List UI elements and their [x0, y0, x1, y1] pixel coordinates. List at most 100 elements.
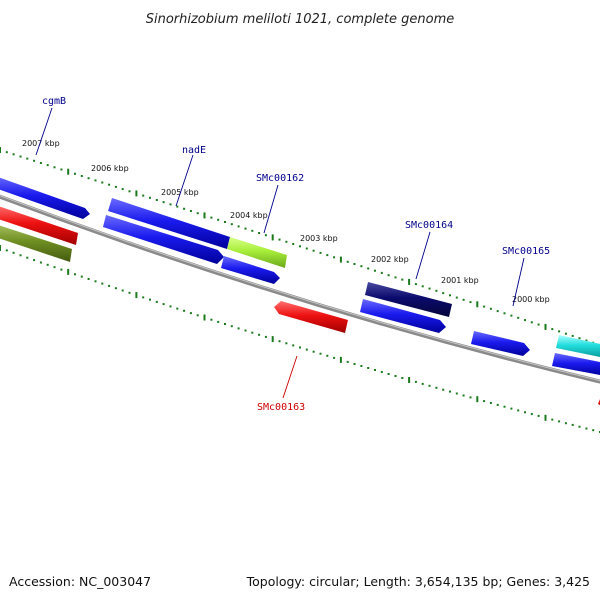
tick-mark	[319, 352, 322, 355]
tick-mark	[94, 179, 97, 182]
tick-mark	[326, 354, 329, 357]
tick-mark	[169, 305, 172, 308]
gene-feature-blue-6[interactable]	[552, 353, 600, 376]
gene-labels: cgmB nadE SMc00162 SMc00164 SMc00165 SMc…	[42, 96, 550, 413]
tick-mark	[196, 314, 199, 317]
tick-mark	[264, 335, 267, 338]
tick-mark	[114, 185, 117, 188]
genome-backbone-highlight	[0, 195, 600, 382]
tick-label-2001: 2001 kbp	[441, 276, 479, 285]
tick-mark	[503, 312, 506, 315]
tick-mark	[46, 263, 49, 266]
genome-backbone	[0, 194, 600, 384]
tick-mark	[278, 340, 281, 343]
tick-mark	[305, 348, 308, 351]
tick-mark	[455, 296, 458, 299]
tick-mark	[380, 371, 383, 373]
tick-mark	[155, 300, 158, 303]
gene-feature-SMc00164[interactable]	[365, 282, 452, 317]
tick-mark	[319, 251, 322, 254]
gene-label-nadE[interactable]: nadE	[182, 145, 206, 156]
gene-feature-blue-3[interactable]	[221, 256, 280, 284]
tick-mark	[333, 356, 336, 359]
tick-mark	[408, 377, 411, 383]
gene-label-SMc00164[interactable]: SMc00164	[405, 220, 453, 231]
gene-label-SMc00162[interactable]: SMc00162	[256, 173, 304, 184]
tick-label-2004: 2004 kbp	[230, 211, 268, 220]
tick-mark	[39, 261, 42, 264]
tick-label-2007: 2007 kbp	[22, 139, 60, 148]
gene-label-SMc00165[interactable]: SMc00165	[502, 246, 550, 257]
tick-mark	[292, 344, 295, 347]
gene-feature-SMc00163[interactable]	[274, 301, 348, 333]
tick-mark	[26, 157, 29, 160]
tick-mark	[60, 168, 63, 171]
gene-feature-SMc00165[interactable]	[471, 331, 530, 356]
gene-feature-blue-2[interactable]	[103, 215, 224, 264]
tick-mark	[176, 205, 179, 208]
tick-mark	[380, 271, 383, 274]
tick-mark	[74, 172, 76, 175]
tick-mark	[149, 196, 151, 199]
gene-feature-nadE[interactable]	[108, 198, 230, 249]
tick-mark	[183, 207, 186, 210]
tick-mark	[449, 294, 451, 297]
tick-mark	[476, 301, 479, 308]
tick-mark	[203, 212, 206, 219]
gene-feature-SMc00162[interactable]	[227, 237, 287, 268]
gene-label-cgmB[interactable]: cgmB	[42, 96, 66, 107]
tick-mark	[5, 151, 8, 154]
tick-mark	[394, 276, 397, 279]
tick-label-2000: 2000 kbp	[512, 295, 550, 304]
label-leaders	[35, 107, 525, 399]
tick-mark	[524, 319, 526, 322]
tick-mark	[135, 190, 138, 197]
gene-feature-cyan[interactable]	[556, 335, 600, 358]
tick-mark	[551, 418, 554, 421]
tick-mark	[496, 403, 499, 406]
tick-mark	[387, 373, 390, 375]
tick-mark	[455, 392, 458, 395]
tick-mark	[592, 429, 595, 432]
tick-mark	[244, 329, 247, 332]
tick-mark	[176, 307, 179, 310]
gene-label-SMc00163[interactable]: SMc00163	[257, 402, 305, 413]
tick-mark	[33, 159, 36, 162]
tick-mark	[101, 282, 104, 285]
gene-feature-red-left[interactable]	[0, 205, 78, 245]
tick-mark	[571, 334, 574, 337]
tick-mark	[237, 327, 240, 330]
tick-mark	[285, 342, 288, 345]
tick-mark	[585, 339, 588, 342]
tick-mark	[108, 284, 111, 287]
accession-text: Accession: NC_003047	[9, 574, 151, 589]
tick-mark	[0, 245, 1, 251]
tick-mark	[183, 309, 186, 312]
tick-mark	[128, 291, 131, 294]
tick-label-2002: 2002 kbp	[371, 255, 409, 264]
gene-feature-blue-4[interactable]	[360, 299, 446, 333]
tick-mark	[60, 268, 63, 271]
tick-mark	[503, 405, 506, 408]
tick-mark	[421, 285, 424, 288]
tick-mark	[210, 318, 213, 321]
tick-mark	[251, 331, 254, 334]
tick-mark	[462, 394, 465, 397]
tick-mark	[524, 411, 526, 414]
tick-label-2005: 2005 kbp	[161, 188, 199, 197]
tick-mark	[394, 375, 397, 377]
tick-mark	[12, 153, 15, 156]
tick-mark	[428, 287, 431, 290]
tick-mark	[360, 365, 363, 367]
tick-mark	[108, 183, 111, 186]
gene-feature-cgmB-region[interactable]	[0, 176, 90, 219]
tick-mark	[74, 273, 76, 276]
tick-mark	[196, 212, 199, 215]
tick-mark	[564, 422, 567, 425]
tick-mark	[67, 168, 70, 175]
tick-mark	[469, 301, 472, 304]
tick-mark	[162, 201, 165, 204]
tick-mark	[224, 323, 226, 325]
gene-feature-olive-left[interactable]	[0, 224, 72, 262]
